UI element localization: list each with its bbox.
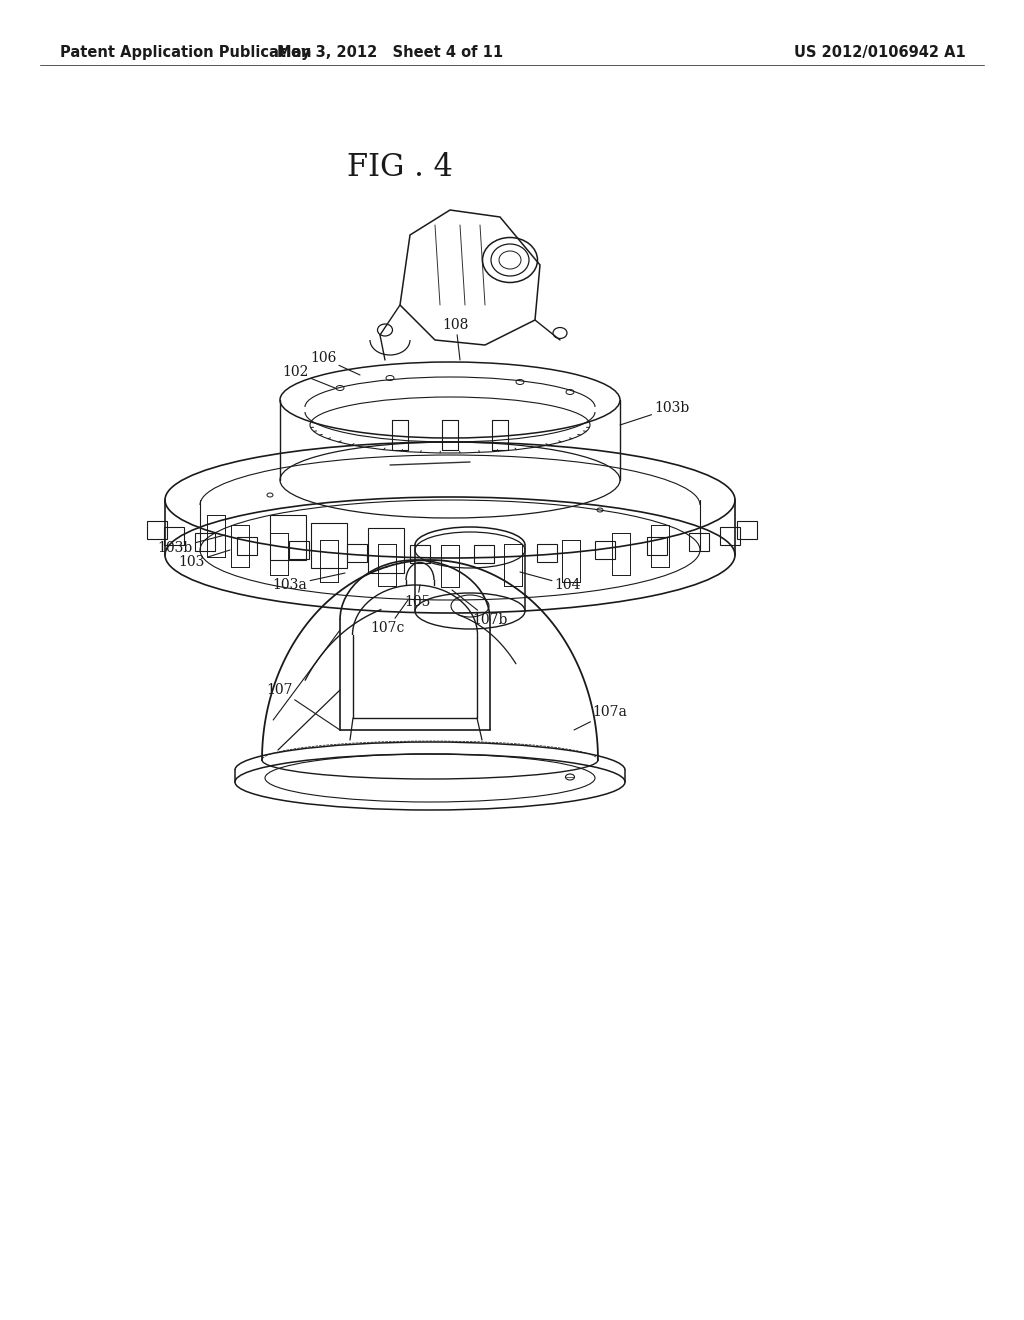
Text: 103b: 103b	[158, 535, 225, 554]
Text: US 2012/0106942 A1: US 2012/0106942 A1	[795, 45, 966, 59]
Text: Patent Application Publication: Patent Application Publication	[60, 45, 311, 59]
Text: 107a: 107a	[574, 705, 628, 730]
Text: 104: 104	[520, 572, 582, 591]
Text: 108: 108	[442, 318, 469, 360]
Text: 105: 105	[403, 585, 430, 609]
Text: 103a: 103a	[272, 573, 345, 591]
Text: May 3, 2012   Sheet 4 of 11: May 3, 2012 Sheet 4 of 11	[276, 45, 503, 59]
Text: 103: 103	[179, 550, 230, 569]
Text: 106: 106	[310, 351, 360, 375]
Text: 107b: 107b	[452, 590, 508, 627]
Text: 107: 107	[266, 682, 340, 730]
Text: 107c: 107c	[371, 601, 408, 635]
Text: 103b: 103b	[620, 401, 689, 425]
Text: FIG . 4: FIG . 4	[347, 153, 453, 183]
Text: 102: 102	[282, 366, 335, 388]
